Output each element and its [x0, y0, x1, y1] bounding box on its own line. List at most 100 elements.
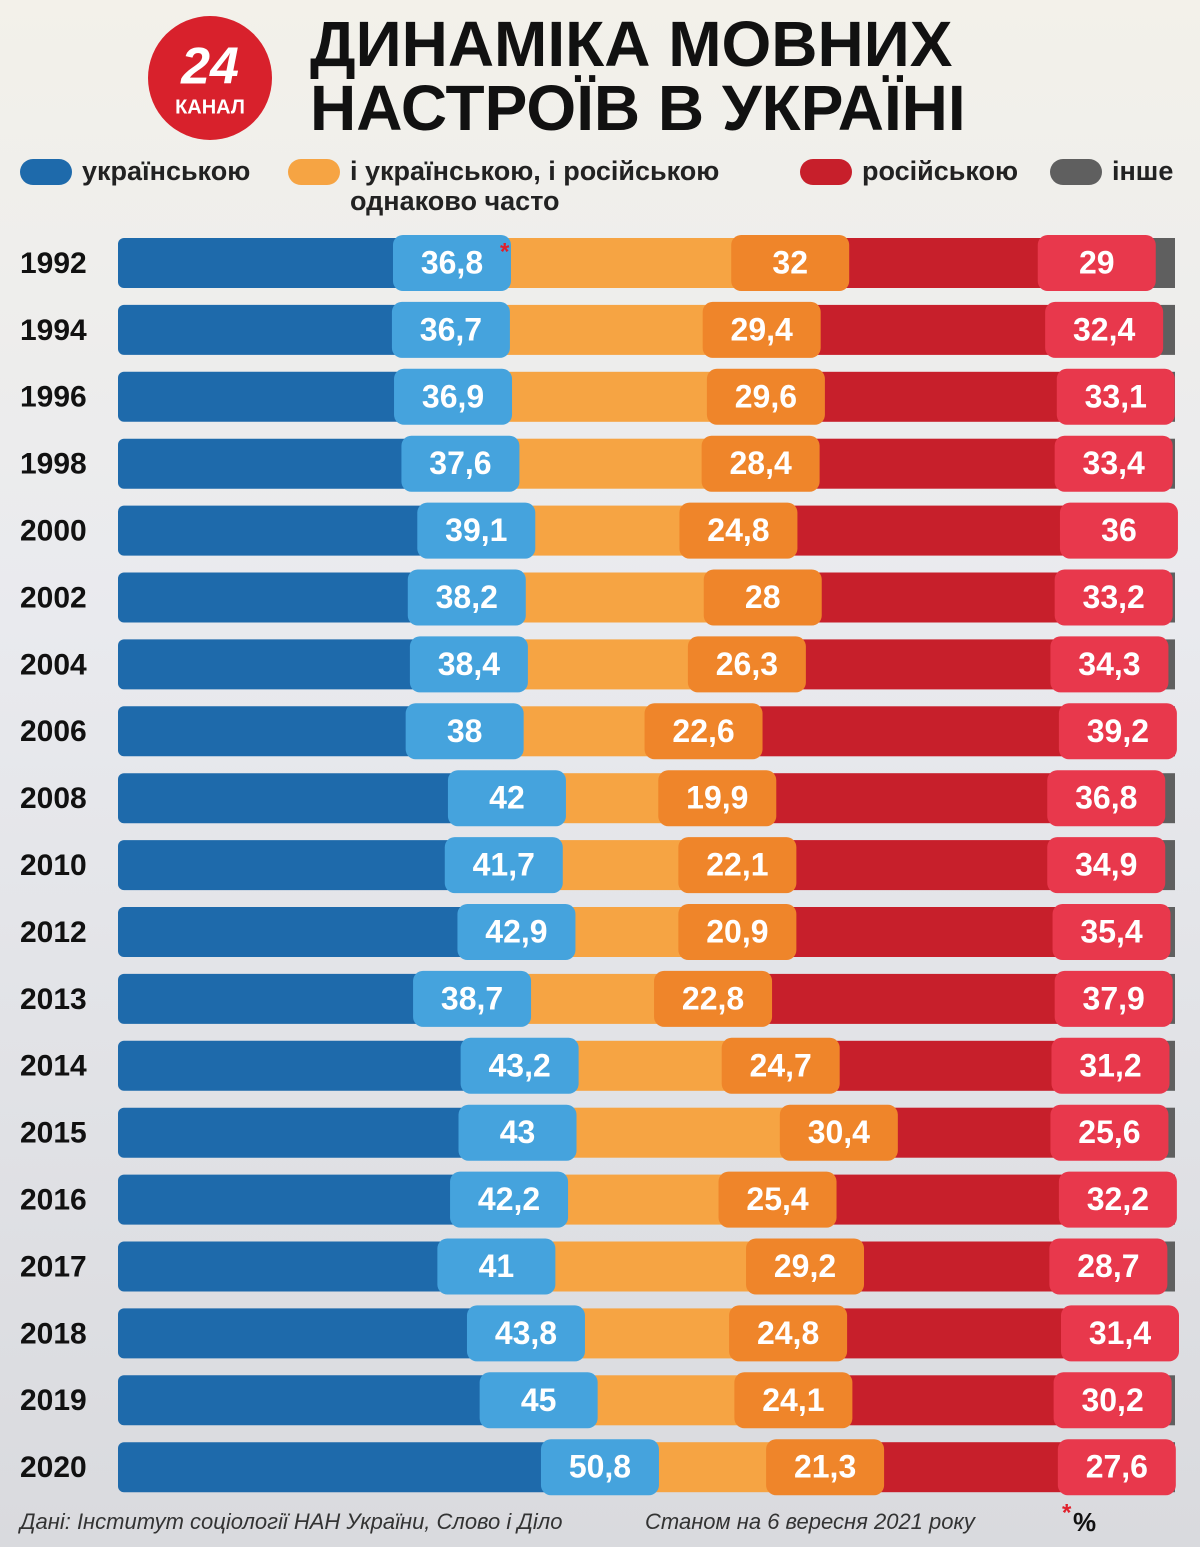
value-label: 42,2 — [478, 1181, 540, 1217]
value-pill — [1058, 703, 1177, 760]
footnote-mark: * — [500, 238, 510, 265]
category-label: 1994 — [20, 314, 87, 347]
value-pill — [1054, 569, 1173, 626]
title-line: ДИНАМІКА МОВНИХ — [310, 8, 953, 80]
value-label: 28 — [745, 579, 781, 615]
value-pill — [678, 904, 797, 960]
value-label: 28,7 — [1077, 1248, 1139, 1284]
value-pill — [1049, 1238, 1168, 1295]
category-label: 1992 — [20, 247, 87, 280]
value-label: 28,4 — [729, 445, 791, 481]
value-pill — [678, 837, 797, 894]
legend-item: і українською, і російською однаково час… — [288, 156, 788, 216]
category-label: 2017 — [20, 1250, 87, 1283]
value-label: 37,6 — [429, 445, 491, 481]
legend-label: і українською, і російською однаково час… — [350, 156, 720, 216]
value-label: 33,1 — [1085, 378, 1147, 414]
value-pill — [447, 770, 566, 827]
value-pill — [1058, 1171, 1177, 1228]
value-pill — [1054, 435, 1173, 492]
bar-segment — [1151, 238, 1175, 288]
bar-segment — [1164, 1107, 1175, 1158]
value-pill — [466, 1305, 585, 1362]
category-label: 1998 — [20, 448, 87, 481]
value-pill — [437, 1238, 556, 1295]
value-label: 36,9 — [422, 378, 484, 414]
value-pill — [687, 636, 806, 693]
category-label: 2015 — [20, 1117, 87, 1150]
legend-swatch — [800, 159, 852, 185]
value-label: 32 — [772, 244, 808, 280]
unit: % — [1073, 1507, 1096, 1537]
bar-segment — [118, 1308, 581, 1359]
value-label: 36,8 — [1075, 780, 1137, 816]
legend-item: російською — [800, 156, 1040, 186]
value-pill — [407, 569, 526, 626]
category-label: 1996 — [20, 381, 87, 414]
value-pill — [1045, 301, 1164, 358]
value-pill — [658, 770, 777, 827]
value-pill — [702, 301, 821, 358]
footnote-mark: * — [1062, 1499, 1072, 1526]
value-pill — [1051, 1037, 1170, 1094]
legend-swatch — [1050, 159, 1102, 185]
value-pill — [405, 703, 524, 760]
legend-swatch — [20, 159, 72, 185]
category-label: 2004 — [20, 648, 87, 681]
value-label: 19,9 — [686, 780, 748, 816]
category-label: 2006 — [20, 715, 87, 748]
date-note: Станом на 6 вересня 2021 року — [645, 1509, 977, 1534]
category-label: 2019 — [20, 1384, 87, 1417]
value-pill — [1061, 1305, 1179, 1362]
value-pill — [1052, 904, 1171, 960]
value-pill — [450, 1171, 569, 1228]
value-label: 41,7 — [473, 847, 535, 883]
value-pill — [1050, 636, 1169, 693]
bar-segment — [118, 1040, 575, 1091]
value-label: 21,3 — [794, 1449, 856, 1485]
value-label: 31,2 — [1079, 1047, 1141, 1083]
value-pill — [1059, 502, 1178, 559]
value-pill — [703, 569, 822, 626]
value-pill — [729, 1305, 848, 1362]
value-pill — [1037, 235, 1156, 291]
value-pill — [413, 970, 532, 1027]
bar-segment — [1166, 907, 1175, 957]
value-label: 36 — [1101, 512, 1137, 548]
value-pill — [409, 636, 528, 693]
value-label: 32,4 — [1073, 311, 1135, 347]
value-label: 38,2 — [436, 579, 498, 615]
value-pill — [1054, 970, 1173, 1027]
value-label: 36,8 — [421, 244, 483, 280]
value-label: 39,1 — [445, 512, 507, 548]
value-pill — [1056, 368, 1175, 425]
value-label: 38 — [447, 713, 483, 749]
value-label: 41 — [479, 1248, 515, 1284]
value-label: 32,2 — [1087, 1181, 1149, 1217]
value-pill — [779, 1104, 898, 1161]
value-pill — [457, 904, 576, 960]
category-label: 2008 — [20, 782, 87, 815]
bar-segment — [1163, 1241, 1175, 1292]
value-label: 29,4 — [731, 311, 793, 347]
value-pill — [1053, 1372, 1172, 1429]
value-label: 26,3 — [716, 646, 778, 682]
value-pill — [1047, 770, 1166, 827]
logo-name: КАНАЛ — [175, 96, 245, 118]
category-label: 2013 — [20, 983, 87, 1016]
legend-label: українською — [82, 156, 251, 186]
value-pill — [460, 1037, 579, 1094]
value-label: 29,6 — [735, 378, 797, 414]
legend-label: інше — [1112, 156, 1174, 186]
value-label: 24,8 — [757, 1315, 819, 1351]
value-pill — [746, 1238, 865, 1295]
value-label: 50,8 — [569, 1449, 631, 1485]
value-label: 39,2 — [1087, 713, 1149, 749]
value-label: 24,8 — [707, 512, 769, 548]
value-pill — [444, 837, 563, 894]
value-pill — [391, 301, 510, 358]
value-label: 29 — [1079, 244, 1115, 280]
value-label: 24,1 — [762, 1382, 824, 1418]
